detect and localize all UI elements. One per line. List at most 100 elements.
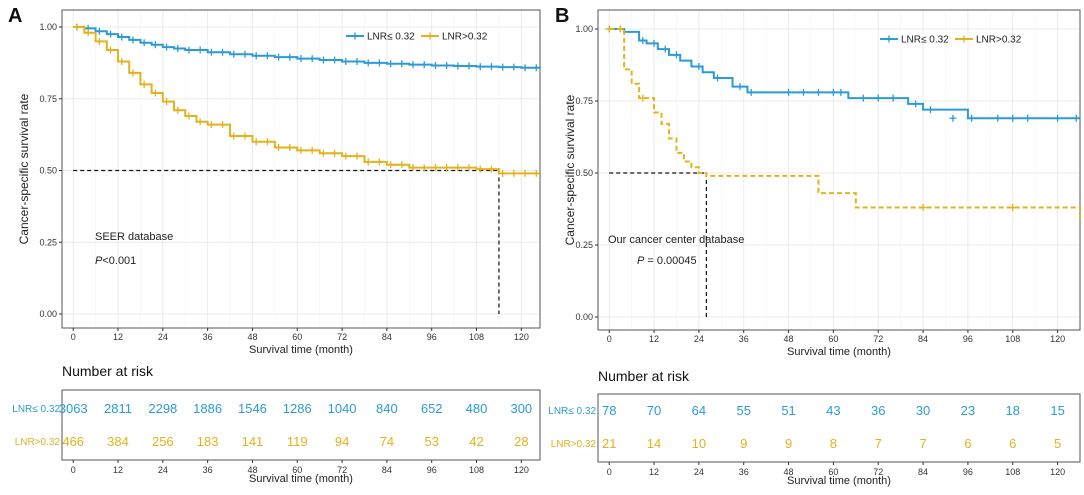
legend-label: LNR≤ 0.32 — [901, 35, 949, 46]
censor-mark — [714, 74, 722, 82]
risk-value: 36 — [871, 403, 885, 418]
risk-row-label: LNR>0.32 — [551, 439, 597, 450]
censor-mark — [521, 169, 529, 177]
risk-value: 300 — [510, 401, 532, 416]
censor-mark — [342, 57, 350, 65]
censor-mark — [219, 121, 227, 129]
censor-mark — [532, 169, 540, 177]
censor-mark — [252, 52, 260, 60]
y-tick-label: 0.50 — [39, 166, 57, 176]
censor-mark — [196, 118, 204, 126]
censor-mark — [1009, 204, 1017, 212]
risk-value: 466 — [62, 434, 84, 449]
y-tick-label: 0.75 — [39, 94, 57, 104]
censor-mark — [286, 53, 294, 61]
risk-value: 1040 — [328, 401, 357, 416]
risk-value: 840 — [376, 401, 398, 416]
risk-value: 6 — [1009, 436, 1016, 451]
legend-label: LNR>0.32 — [976, 35, 1022, 46]
censor-mark — [968, 114, 976, 122]
x-tick-label: 96 — [963, 334, 973, 344]
censor-mark — [859, 94, 867, 102]
x-tick-label: 36 — [739, 334, 749, 344]
censor-mark — [308, 146, 316, 154]
censor-mark — [118, 57, 126, 65]
risk-value: 384 — [107, 434, 129, 449]
risk-value: 3063 — [59, 401, 88, 416]
censor-mark — [219, 48, 227, 56]
survival-curve-lnr-high — [609, 28, 1081, 222]
risk-x-tick-label: 48 — [784, 467, 794, 477]
risk-value: 652 — [421, 401, 443, 416]
censor-mark — [499, 63, 507, 71]
y-tick-label: 0.50 — [575, 168, 593, 178]
censor-mark — [889, 94, 897, 102]
y-tick-label: 0.00 — [575, 312, 593, 322]
plot-frame — [597, 9, 1081, 331]
risk-value: 94 — [335, 434, 349, 449]
censor-mark — [398, 161, 406, 169]
x-tick-label: 12 — [113, 332, 123, 342]
risk-row-label: LNR≤ 0.32 — [548, 406, 596, 417]
censor-mark — [639, 94, 647, 102]
censor-mark — [1009, 114, 1017, 122]
grid — [598, 10, 1080, 330]
censor-mark — [151, 89, 159, 97]
censor-mark — [800, 88, 808, 96]
censor-mark — [476, 63, 484, 71]
censor-mark — [353, 57, 361, 65]
x-tick-label: 120 — [514, 332, 529, 342]
censor-mark — [196, 46, 204, 54]
risk-value: 15 — [1050, 403, 1064, 418]
risk-value: 1286 — [283, 401, 312, 416]
censor-mark — [521, 64, 529, 72]
x-tick-label: 48 — [247, 332, 257, 342]
censor-mark — [431, 164, 439, 172]
censor-mark — [140, 39, 148, 47]
censor-mark — [375, 158, 383, 166]
risk-table-title: Number at risk — [598, 368, 690, 384]
risk-value: 6 — [964, 436, 971, 451]
risk-row-label: LNR≤ 0.32 — [12, 404, 60, 415]
censor-mark — [736, 83, 744, 91]
y-tick-label: 0.00 — [39, 309, 57, 319]
censor-mark — [263, 52, 271, 60]
risk-x-tick-label: 36 — [203, 465, 213, 475]
risk-x-tick-label: 84 — [918, 467, 928, 477]
x-tick-label: 60 — [292, 332, 302, 342]
censor-mark — [364, 158, 372, 166]
censor-mark — [431, 61, 439, 69]
database-annotation: Our cancer center database — [608, 234, 744, 246]
risk-value: 9 — [740, 436, 747, 451]
censor-mark — [650, 39, 658, 47]
censor-mark — [129, 69, 137, 77]
x-tick-label: 24 — [694, 334, 704, 344]
x-tick-label: 96 — [427, 332, 437, 342]
risk-table-frame — [597, 393, 1081, 463]
panel-label: A — [8, 5, 22, 27]
risk-x-tick-label: 24 — [158, 465, 168, 475]
risk-value: 7 — [919, 436, 926, 451]
p-value-text: <0.001 — [102, 255, 136, 267]
p-value-symbol: P — [637, 255, 645, 267]
censor-mark — [487, 165, 495, 173]
censor-mark — [275, 144, 283, 152]
risk-value: 5 — [1054, 436, 1061, 451]
censor-mark — [207, 48, 215, 56]
y-tick-label: 1.00 — [39, 22, 57, 32]
x-tick-label: 84 — [382, 332, 392, 342]
censor-mark — [409, 164, 417, 172]
censor-mark — [207, 121, 215, 129]
censor-mark — [510, 169, 518, 177]
censor-mark — [837, 88, 845, 96]
x-axis-label: Survival time (month) — [249, 344, 353, 356]
risk-x-tick-label: 24 — [694, 467, 704, 477]
censor-mark — [342, 152, 350, 160]
x-tick-label: 48 — [784, 334, 794, 344]
censor-mark — [785, 88, 793, 96]
panel-b: B0 12 24 36 48 60 72 84 96 108 1200.000.250.500.75… — [548, 5, 1081, 487]
risk-x-axis-label: Survival time (month) — [249, 473, 353, 485]
censor-mark — [185, 112, 193, 120]
